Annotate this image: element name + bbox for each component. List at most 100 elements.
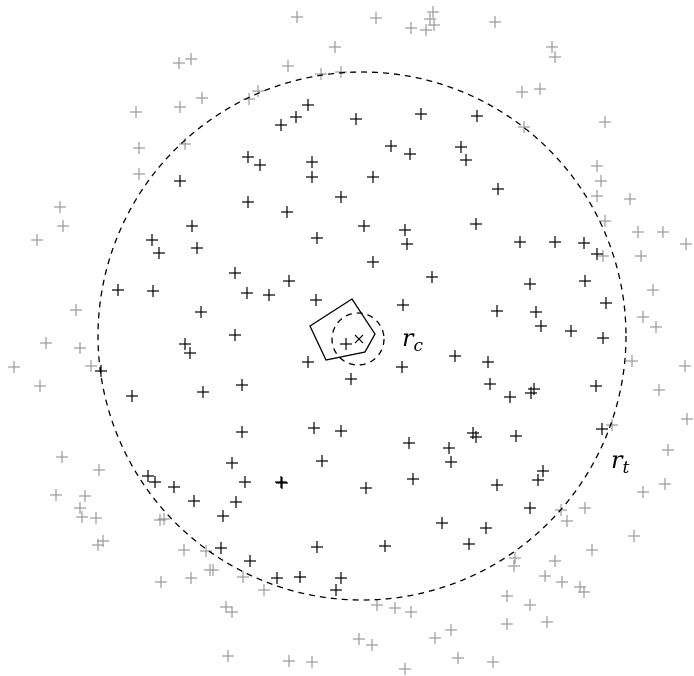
inner-star-marker (217, 510, 229, 522)
inner-star-marker (215, 542, 227, 554)
inner-star-marker (302, 99, 314, 111)
outer-star-marker (508, 560, 520, 572)
inner-star-marker (241, 287, 253, 299)
outer-star-marker (50, 489, 62, 501)
inner-star-marker (191, 242, 203, 254)
outer-star-marker (578, 586, 590, 598)
outer-star-marker (518, 121, 530, 133)
inner-star-marker (404, 148, 416, 160)
inner-star-marker (600, 297, 612, 309)
outer-star-marker (222, 650, 234, 662)
inner-star-marker (184, 347, 196, 359)
inner-star-marker (403, 437, 415, 449)
outer-star-marker (549, 555, 561, 567)
outer-star-marker (282, 60, 294, 72)
inner-star-marker (275, 119, 287, 131)
inner-star-marker (426, 271, 438, 283)
outer-star-marker (516, 86, 528, 98)
inner-star-marker (530, 306, 542, 318)
tidal-radius-circle (97, 71, 627, 601)
outer-star-marker (226, 606, 238, 618)
core-polygon (309, 298, 376, 361)
inner-star-marker (367, 256, 379, 268)
inner-star-marker (242, 196, 254, 208)
inner-star-marker (579, 275, 591, 287)
outer-star-marker (524, 599, 536, 611)
inner-star-marker (311, 232, 323, 244)
outer-star-marker (452, 652, 464, 664)
outer-star-marker (445, 624, 457, 636)
outer-star-marker (628, 530, 640, 542)
outer-star-marker (659, 478, 671, 490)
inner-star-marker (596, 423, 608, 435)
outer-star-marker (541, 616, 553, 628)
outer-star-marker (133, 168, 145, 180)
inner-star-marker (310, 294, 322, 306)
inner-star-marker (294, 571, 306, 583)
outer-star-marker (561, 515, 573, 527)
outer-star-marker (405, 22, 417, 34)
inner-star-marker (186, 220, 198, 232)
inner-star-marker (470, 431, 482, 443)
outer-star-marker (74, 342, 86, 354)
outer-star-marker (429, 632, 441, 644)
inner-star-marker (179, 338, 191, 350)
inner-star-marker (142, 470, 154, 482)
outer-star-marker (662, 444, 674, 456)
inner-star-marker (147, 285, 159, 297)
inner-star-marker (463, 538, 475, 550)
outer-star-marker (185, 572, 197, 584)
inner-star-marker (244, 555, 256, 567)
inner-star-marker (379, 540, 391, 552)
outer-star-marker (252, 85, 264, 97)
inner-star-marker (396, 361, 408, 373)
inner-star-marker (449, 350, 461, 362)
outer-star-marker (637, 311, 649, 323)
outer-star-marker (130, 106, 142, 118)
inner-star-marker (308, 422, 320, 434)
outer-star-marker (370, 12, 382, 24)
outer-star-marker (579, 502, 591, 514)
inner-star-marker (226, 457, 238, 469)
inner-star-marker (514, 236, 526, 248)
outer-star-marker (97, 535, 109, 547)
inner-star-marker (146, 234, 158, 246)
outer-star-marker (34, 380, 46, 392)
outer-star-marker (258, 584, 270, 596)
outer-star-marker (200, 545, 212, 557)
outer-star-marker (329, 41, 341, 53)
outer-star-marker (595, 175, 607, 187)
outer-stars (8, 6, 693, 675)
inner-star-marker (112, 284, 124, 296)
inner-star-marker (229, 329, 241, 341)
outer-star-marker (306, 656, 318, 668)
outer-star-marker (586, 544, 598, 556)
outer-star-marker (599, 116, 611, 128)
inner-star-marker (330, 584, 342, 596)
inner-star-marker (399, 224, 411, 236)
inner-star-marker (491, 479, 503, 491)
inner-star-marker (242, 151, 254, 163)
outer-star-marker (653, 384, 665, 396)
inner-star-marker (271, 572, 283, 584)
inner-stars (95, 99, 612, 596)
inner-star-marker (197, 386, 209, 398)
outer-star-marker (534, 83, 546, 95)
tidal-radius-label: rt (611, 446, 629, 478)
outer-star-marker (173, 57, 185, 69)
outer-star-marker (650, 321, 662, 333)
outer-star-marker (366, 639, 378, 651)
outer-star-marker (237, 571, 249, 583)
inner-star-marker (385, 140, 397, 152)
inner-star-marker (549, 236, 561, 248)
inner-star-marker (95, 365, 107, 377)
inner-star-marker (230, 496, 242, 508)
inner-star-marker (174, 175, 186, 187)
inner-star-marker (407, 473, 419, 485)
outer-star-marker (133, 142, 145, 154)
inner-star-marker (283, 275, 295, 287)
outer-star-marker (539, 570, 551, 582)
outer-star-marker (657, 226, 669, 238)
outer-star-marker (155, 576, 167, 588)
outer-star-marker (624, 193, 636, 205)
